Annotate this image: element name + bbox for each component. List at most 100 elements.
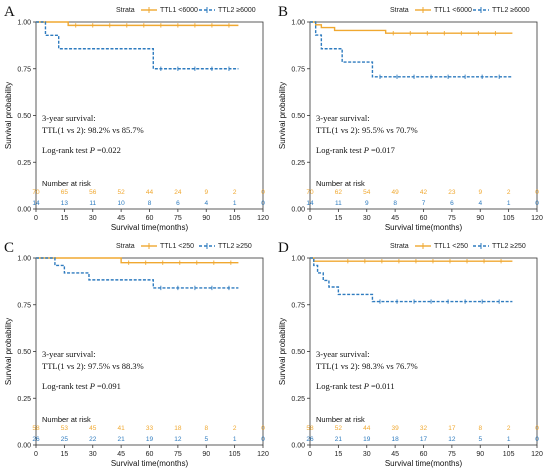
risk-count-series2: 11	[89, 200, 96, 207]
risk-count-series1: 0	[535, 189, 539, 196]
x-tick-label: 120	[257, 451, 269, 458]
risk-count-series2: 26	[32, 436, 40, 443]
x-tick-label: 30	[363, 215, 371, 222]
risk-count-series1: 23	[448, 189, 456, 196]
x-tick-label: 120	[531, 451, 543, 458]
y-tick-label: 0.75	[291, 66, 305, 73]
x-tick-label: 30	[89, 215, 97, 222]
x-tick-label: 15	[334, 451, 342, 458]
risk-count-series1: 49	[392, 189, 400, 196]
y-tick-label: 1.00	[17, 256, 31, 263]
y-tick-label: 0.00	[291, 443, 305, 450]
x-tick-label: 15	[334, 215, 342, 222]
risk-count-series2: 21	[335, 436, 343, 443]
risk-count-series1: 44	[146, 189, 154, 196]
risk-count-series2: 8	[393, 200, 397, 207]
x-tick-label: 120	[531, 215, 543, 222]
x-tick-label: 15	[60, 215, 68, 222]
survival-curve-series1	[36, 21, 239, 27]
risk-count-series2: 1	[233, 436, 237, 443]
risk-count-series1: 41	[118, 425, 126, 432]
x-tick-label: 30	[89, 451, 97, 458]
risk-count-series1: 52	[118, 189, 126, 196]
legend-title: Strata	[390, 243, 409, 250]
survival-comparison: TTL(1 vs 2): 98.2% vs 85.7%	[42, 125, 144, 135]
y-axis-title: Survival probability	[278, 318, 287, 385]
x-tick-label: 0	[34, 215, 38, 222]
risk-table-title: Number at risk	[316, 179, 365, 188]
y-tick-label: 0.25	[17, 160, 31, 167]
panel-c: C Strata TTL1 <250 TTL2 ≥250 0.00 0.25 0.50 0.7…	[4, 240, 269, 468]
risk-count-series1: 17	[448, 425, 456, 432]
risk-count-series1: 62	[335, 189, 343, 196]
y-tick-label: 0.50	[17, 349, 31, 356]
x-axis-title: Survival time(months)	[385, 223, 463, 232]
survival-heading: 3-year survival:	[316, 349, 370, 359]
x-tick-label: 30	[363, 451, 371, 458]
survival-comparison: TTL(1 vs 2): 97.5% vs 88.3%	[42, 361, 144, 371]
risk-count-series2: 18	[392, 436, 400, 443]
risk-count-series1: 2	[233, 189, 237, 196]
risk-count-series2: 4	[204, 200, 208, 207]
panel-letter: C	[4, 240, 14, 256]
x-tick-label: 120	[257, 215, 269, 222]
x-tick-label: 15	[60, 451, 68, 458]
risk-count-series1: 65	[61, 189, 69, 196]
legend-label-series1: TTL1 <6000	[434, 7, 472, 14]
panel-d: D Strata TTL1 <250 TTL2 ≥250 0.00 0.25 0.50 0.7…	[278, 240, 543, 468]
risk-count-series2: 5	[204, 436, 208, 443]
y-tick-label: 0.75	[17, 302, 31, 309]
x-tick-label: 45	[117, 451, 125, 458]
risk-count-series1: 54	[363, 189, 371, 196]
risk-count-series2: 5	[478, 436, 482, 443]
risk-count-series1: 2	[507, 425, 511, 432]
risk-count-series1: 53	[61, 425, 69, 432]
risk-count-series2: 25	[61, 436, 69, 443]
risk-count-series1: 70	[306, 189, 314, 196]
legend-title: Strata	[116, 243, 135, 250]
risk-count-series1: 56	[89, 189, 97, 196]
risk-count-series1: 9	[478, 189, 482, 196]
risk-count-series1: 42	[420, 189, 428, 196]
risk-count-series1: 44	[363, 425, 371, 432]
risk-count-series1: 0	[261, 189, 265, 196]
x-tick-label: 45	[391, 451, 399, 458]
risk-count-series2: 19	[363, 436, 371, 443]
legend-label-series2: TTL2 ≥250	[218, 243, 252, 250]
y-tick-label: 0.00	[17, 207, 31, 214]
x-tick-label: 75	[448, 215, 456, 222]
legend-label-series1: TTL1 <250	[434, 243, 468, 250]
risk-count-series2: 1	[507, 200, 511, 207]
x-tick-label: 75	[174, 215, 182, 222]
risk-count-series1: 18	[174, 425, 182, 432]
x-tick-label: 60	[420, 451, 428, 458]
plot-frame	[35, 257, 264, 446]
y-tick-label: 1.00	[291, 256, 305, 263]
logrank-text: Log-rank test P =0.091	[42, 381, 121, 391]
risk-count-series2: 7	[422, 200, 426, 207]
survival-curve-series2	[310, 257, 513, 303]
legend-label-series2: TTL2 ≥250	[492, 243, 526, 250]
risk-count-series1: 8	[478, 425, 482, 432]
risk-count-series2: 8	[148, 200, 152, 207]
risk-count-series1: 0	[535, 425, 539, 432]
risk-count-series1: 24	[174, 189, 182, 196]
x-tick-label: 60	[146, 215, 154, 222]
risk-count-series2: 19	[146, 436, 154, 443]
y-tick-label: 0.00	[17, 443, 31, 450]
risk-count-series1: 45	[89, 425, 97, 432]
risk-count-series2: 14	[306, 200, 314, 207]
risk-count-series2: 9	[365, 200, 369, 207]
survival-comparison: TTL(1 vs 2): 98.3% vs 76.7%	[316, 361, 418, 371]
risk-count-series1: 33	[146, 425, 154, 432]
y-tick-label: 1.00	[17, 20, 31, 27]
plot-frame	[309, 21, 538, 210]
risk-count-series2: 26	[306, 436, 314, 443]
legend-title: Strata	[390, 7, 409, 14]
risk-count-series1: 8	[204, 425, 208, 432]
y-axis-title: Survival probability	[4, 82, 13, 149]
risk-count-series2: 0	[535, 200, 539, 207]
survival-comparison: TTL(1 vs 2): 95.5% vs 70.7%	[316, 125, 418, 135]
risk-count-series1: 58	[32, 425, 40, 432]
risk-table-title: Number at risk	[42, 179, 91, 188]
